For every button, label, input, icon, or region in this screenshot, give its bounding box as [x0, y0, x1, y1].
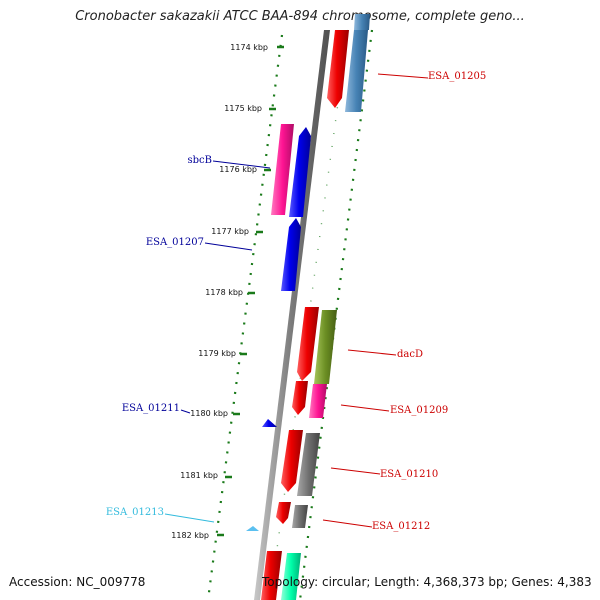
tick-label-1177: 1177 kbp: [211, 227, 249, 236]
leader-line-dacd: [347, 349, 397, 356]
gene-feature-sbcb[interactable]: [289, 127, 311, 217]
tick-label-1175: 1175 kbp: [224, 104, 262, 113]
gene-feature-top-steel[interactable]: [354, 14, 370, 30]
tick-label-1181: 1181 kbp: [180, 471, 218, 480]
topology-text: Topology: circular; Length: 4,368,373 bp…: [262, 575, 592, 589]
leader-line-sbcb: [212, 160, 271, 169]
gene-label-esa01205[interactable]: ESA_01205: [428, 71, 486, 82]
leader-line-esa01212: [322, 519, 373, 528]
gene-feature-esa01209-cds[interactable]: [292, 381, 308, 415]
gene-feature-esa01205-cds[interactable]: [327, 30, 349, 108]
tick-label-1176: 1176 kbp: [219, 165, 257, 174]
gene-label-esa01211[interactable]: ESA_01211: [122, 403, 180, 414]
gene-feature-bottom-aqua[interactable]: [281, 553, 301, 600]
tick-label-1180: 1180 kbp: [190, 409, 228, 418]
gene-label-esa01212[interactable]: ESA_01212: [372, 521, 430, 532]
map-title: Cronobacter sakazakii ATCC BAA-894 chrom…: [75, 9, 525, 24]
gene-feature-bottom-red[interactable]: [261, 551, 282, 600]
gene-feature-dacd[interactable]: [314, 310, 337, 384]
gene-label-esa01207[interactable]: ESA_01207: [146, 237, 204, 248]
gene-label-esa01210[interactable]: ESA_01210: [380, 469, 438, 480]
leader-line-esa01211: [180, 409, 191, 414]
gene-label-sbcb[interactable]: sbcB: [188, 155, 212, 166]
tick-label-1179: 1179 kbp: [198, 349, 236, 358]
tick-label-1182: 1182 kbp: [171, 531, 209, 540]
gene-feature-esa01212-cds[interactable]: [276, 502, 291, 524]
gene-feature-esa01207[interactable]: [281, 218, 301, 291]
gene-feature-esa01213[interactable]: [246, 526, 259, 531]
gene-feature-sbcb-cds[interactable]: [271, 124, 294, 215]
accession-text: Accession: NC_009778: [9, 575, 146, 589]
gene-feature-esa01210[interactable]: [297, 433, 320, 496]
gene-label-esa01213[interactable]: ESA_01213: [106, 507, 164, 518]
kbp-ticks: [217, 45, 284, 537]
tick-label-1174: 1174 kbp: [230, 43, 268, 52]
leader-line-esa01205: [377, 73, 429, 79]
gene-feature-dacd-cds[interactable]: [297, 307, 319, 381]
gene-feature-esa01209[interactable]: [309, 384, 327, 418]
gene-feature-esa01205[interactable]: [345, 30, 368, 112]
leader-line-esa01210: [330, 467, 381, 475]
gene-label-dacd[interactable]: dacD: [397, 349, 423, 360]
leader-line-esa01213: [164, 513, 215, 523]
leader-line-esa01209: [340, 404, 390, 412]
gene-feature-esa01210-cds[interactable]: [281, 430, 303, 492]
leader-line-esa01207: [204, 242, 253, 251]
gene-feature-esa01212[interactable]: [292, 505, 308, 528]
gene-label-esa01209[interactable]: ESA_01209: [390, 405, 448, 416]
tick-label-1178: 1178 kbp: [205, 288, 243, 297]
inner-guide-dots: [206, 34, 284, 600]
gene-feature-esa01211[interactable]: [262, 419, 277, 427]
chromosome-backbone: [254, 30, 330, 600]
